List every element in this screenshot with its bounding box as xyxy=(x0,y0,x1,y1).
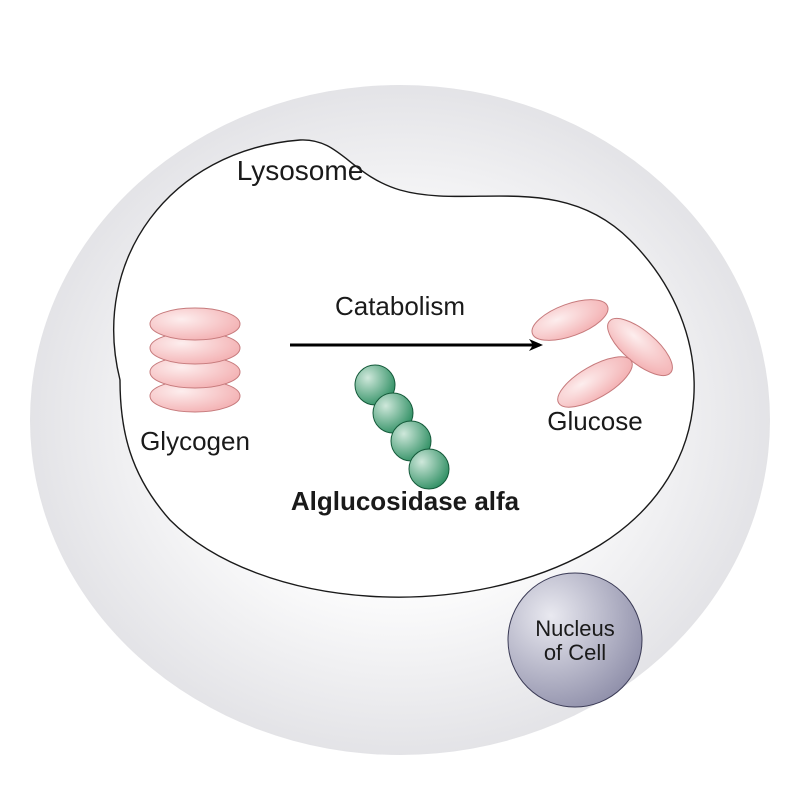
catabolism-label: Catabolism xyxy=(335,291,465,321)
nucleus-label-1: Nucleus xyxy=(535,616,614,641)
lysosome-label: Lysosome xyxy=(237,155,364,186)
diagram-stage: Lysosome Catabolism Glycogen Glucose Alg… xyxy=(0,0,800,800)
glycogen-label: Glycogen xyxy=(140,426,250,456)
nucleus-label-2: of Cell xyxy=(544,640,606,665)
cell-diagram: Lysosome Catabolism Glycogen Glucose Alg… xyxy=(0,0,800,800)
enzyme-label: Alglucosidase alfa xyxy=(291,486,520,516)
glucose-label: Glucose xyxy=(547,406,642,436)
